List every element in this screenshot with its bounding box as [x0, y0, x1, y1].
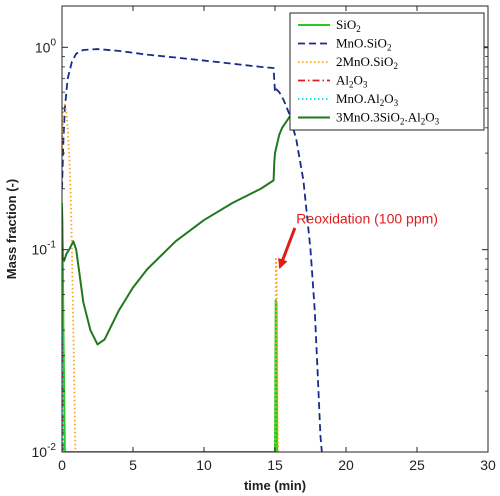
- annotation-text: Reoxidation (100 ppm): [296, 210, 438, 226]
- x-axis-title: time (min): [244, 478, 306, 493]
- x-tick-label: 0: [58, 457, 66, 473]
- legend-box: [289, 12, 485, 131]
- legend-label: MnO.Al2O3: [336, 91, 399, 108]
- series-line-1: [62, 203, 279, 452]
- x-tick-label: 30: [480, 457, 496, 473]
- legend-label: Al2O3: [336, 73, 368, 90]
- legend-label: 2MnO.SiO2: [336, 54, 398, 71]
- legend-label: MnO.SiO2: [336, 36, 391, 53]
- series-line-5: [62, 330, 65, 452]
- legend-label: SiO2: [336, 17, 361, 34]
- y-tick-label: 10-1: [32, 240, 57, 258]
- annotation-arrow: [278, 227, 297, 269]
- x-tick-label: 10: [196, 457, 212, 473]
- y-tick-label: 10-2: [32, 442, 57, 460]
- x-tick-label: 5: [129, 457, 137, 473]
- x-tick-label: 15: [267, 457, 283, 473]
- y-tick-label: 100: [35, 37, 57, 55]
- legend-label: 3MnO.3SiO2.Al2O3: [336, 110, 440, 127]
- x-tick-label: 20: [338, 457, 354, 473]
- axes: 0 5 10 15 20 25 30 10-2 10-1 100: [32, 5, 496, 473]
- x-tick-label: 25: [409, 457, 425, 473]
- y-axis-title: Mass fraction (-): [4, 179, 19, 279]
- series-line-3: [62, 103, 280, 452]
- annotation: Reoxidation (100 ppm): [278, 210, 438, 269]
- series-line-2: [62, 48, 323, 452]
